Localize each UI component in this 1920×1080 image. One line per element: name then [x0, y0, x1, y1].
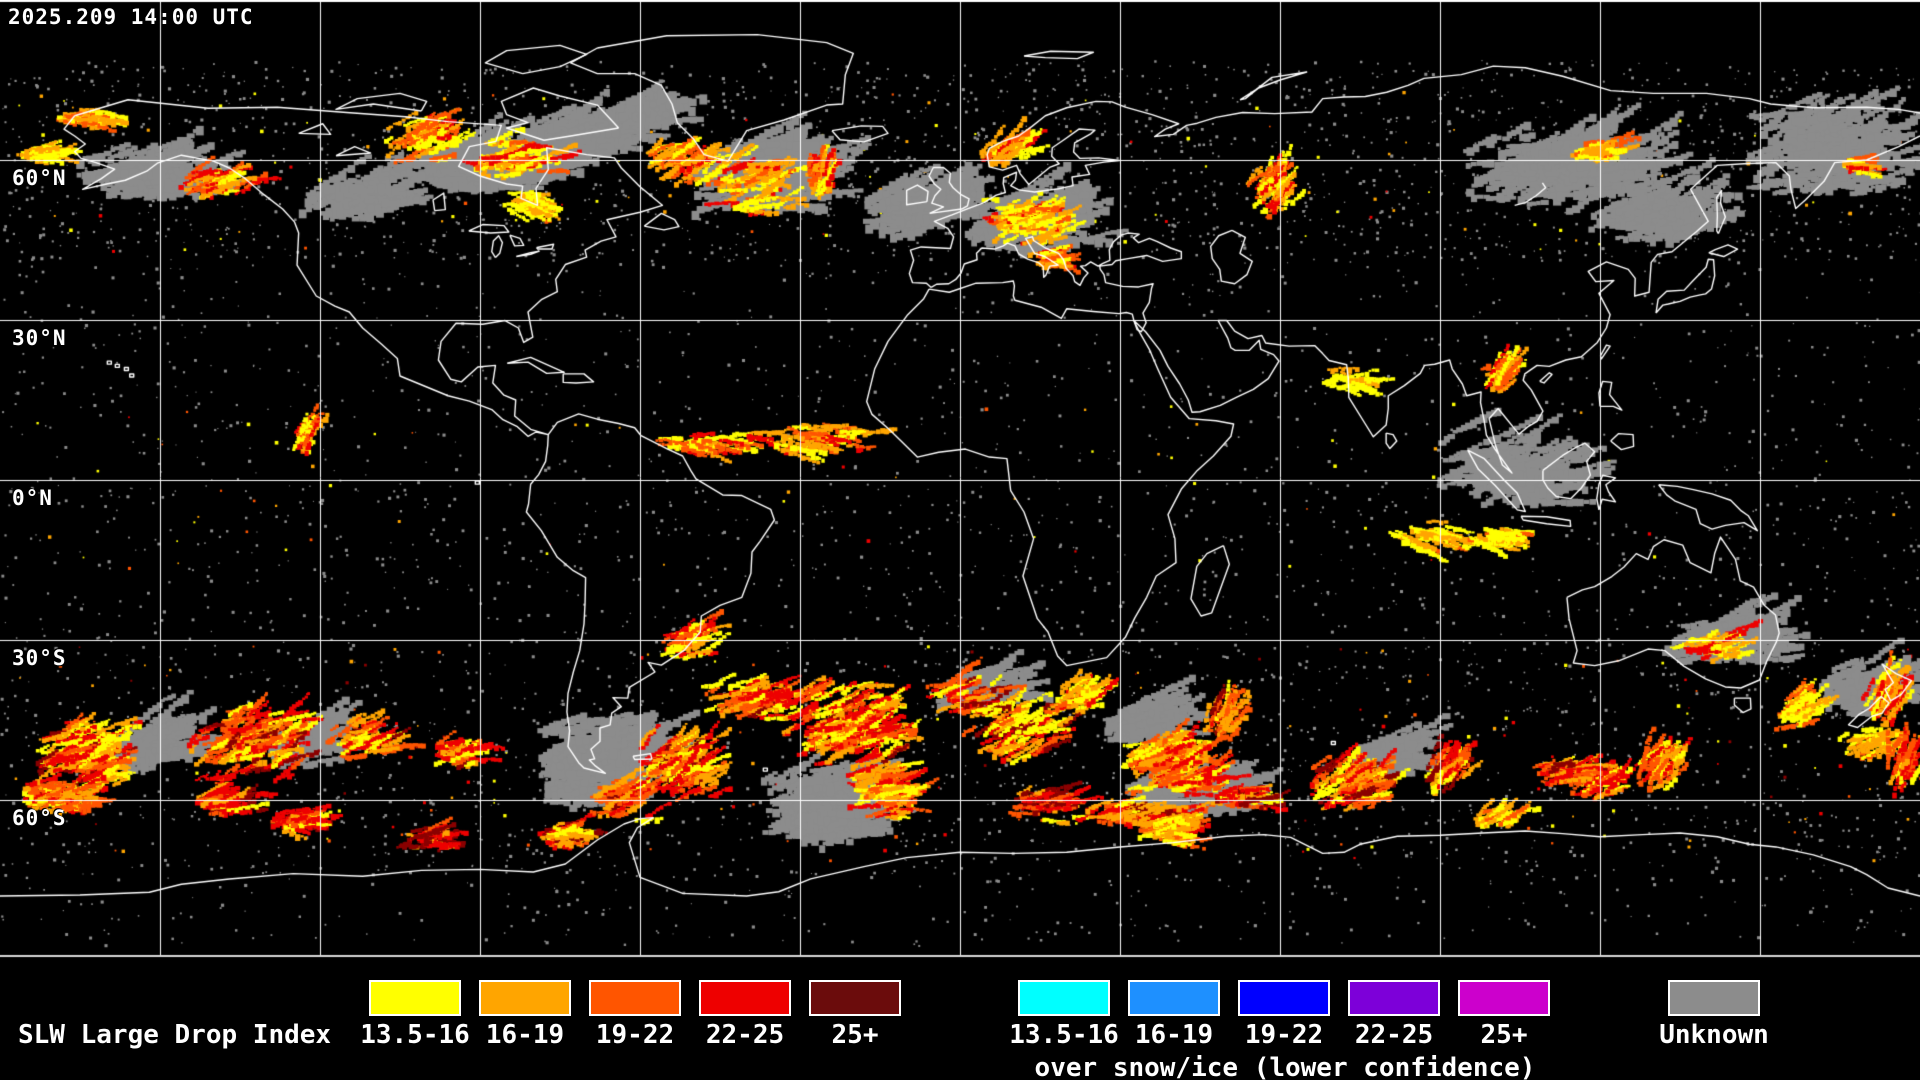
legend-swatch-unknown: [1668, 980, 1760, 1016]
legend-swatch: [369, 980, 461, 1016]
legend-range-label: 22-25: [1354, 1020, 1434, 1050]
map: 2025.209 14:00 UTC 60°N 30°N 0°N 30°S 60°S: [0, 0, 1920, 958]
legend-range-label: 22-25: [705, 1020, 785, 1050]
legend-swatch: [589, 980, 681, 1016]
legend-range-label: 13.5-16: [1009, 1020, 1119, 1050]
legend-swatch: [809, 980, 901, 1016]
legend-range-label: 19-22: [595, 1020, 675, 1050]
legend-unknown-label: Unknown: [1659, 1020, 1769, 1050]
lat-label-30°S: 30°S: [12, 646, 67, 670]
legend-swatch: [479, 980, 571, 1016]
legend-swatch: [699, 980, 791, 1016]
legend-range-label: 25+: [1480, 1020, 1528, 1050]
legend-range-label: 19-22: [1244, 1020, 1324, 1050]
lat-label-60°S: 60°S: [12, 806, 67, 830]
legend-range-label: 13.5-16: [360, 1020, 470, 1050]
legend-range-label: 16-19: [485, 1020, 565, 1050]
legend-range-label: 25+: [831, 1020, 879, 1050]
legend: SLW Large Drop Index 13.5-16 16-19 19-22 22…: [0, 958, 1920, 1080]
legend-snowice-caption: over snow/ice (lower confidence): [1034, 1053, 1536, 1080]
legend-swatch: [1238, 980, 1330, 1016]
lat-label-60°N: 60°N: [12, 166, 67, 190]
legend-swatch: [1018, 980, 1110, 1016]
legend-swatch: [1348, 980, 1440, 1016]
legend-title: SLW Large Drop Index: [18, 1020, 332, 1050]
lat-label-0°N: 0°N: [12, 486, 53, 510]
world-map-canvas: [0, 0, 1920, 958]
legend-range-label: 16-19: [1134, 1020, 1214, 1050]
lat-label-30°N: 30°N: [12, 326, 67, 350]
timestamp-label: 2025.209 14:00 UTC: [8, 5, 254, 29]
legend-swatch: [1128, 980, 1220, 1016]
legend-swatch: [1458, 980, 1550, 1016]
